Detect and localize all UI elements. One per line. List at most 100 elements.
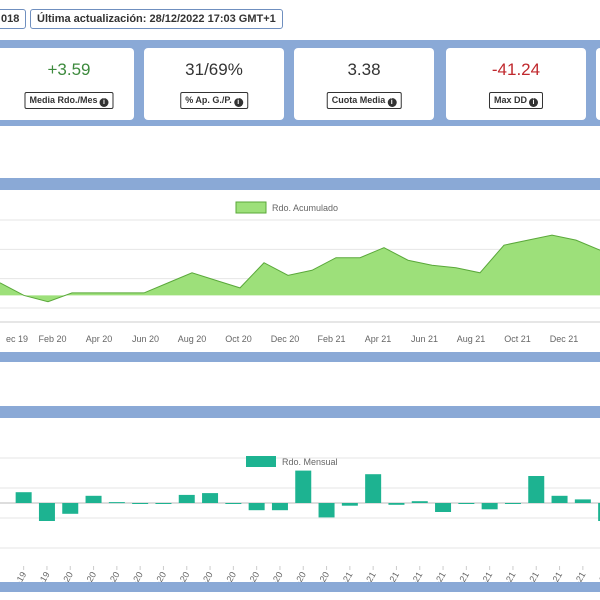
section-band — [0, 406, 600, 418]
kpi-label-text: % Ap. G./P. — [185, 95, 232, 105]
info-icon[interactable]: i — [387, 98, 397, 107]
bar — [132, 503, 149, 504]
section-band — [0, 352, 600, 362]
bar — [62, 503, 79, 514]
kpi-card-edge — [596, 48, 600, 120]
x-tick-label: Dec 20 — [271, 334, 300, 344]
legend-swatch — [246, 456, 276, 467]
x-tick-label: Dec 21 — [550, 334, 579, 344]
bar — [248, 503, 265, 511]
bar — [295, 470, 312, 503]
x-tick-label: Feb-21 — [355, 570, 378, 582]
legend: Rdo. Mensual — [246, 456, 338, 467]
x-tick-label: Sep-21 — [518, 570, 541, 582]
kpi-card-avg-odds: 3.38 Cuota Media i — [294, 48, 434, 120]
section-band — [0, 582, 600, 592]
kpi-value: 31/69% — [185, 60, 243, 79]
x-tick-label: Jan-20 — [53, 570, 75, 582]
bar — [481, 503, 498, 510]
bar — [155, 503, 172, 504]
bar — [225, 503, 242, 504]
x-tick-label: Jan-21 — [332, 570, 354, 582]
x-tick-label: Mar-21 — [378, 570, 401, 582]
bar — [318, 503, 335, 518]
kpi-card-max-dd: -41.24 Max DD i — [446, 48, 586, 120]
legend-label: Rdo. Acumulado — [272, 203, 338, 213]
bar — [458, 503, 475, 504]
bar — [598, 503, 600, 521]
bar — [108, 502, 125, 504]
bar — [551, 495, 568, 503]
bar — [85, 495, 102, 503]
x-tick-label: May-21 — [424, 570, 448, 582]
bar — [435, 503, 452, 512]
top-bar: 018 Última actualización: 28/12/2022 17:… — [0, 0, 600, 36]
x-tick-label: Dec-20 — [308, 570, 331, 582]
kpi-label-text: Media Rdo./Mes — [29, 95, 98, 105]
x-tick-label: Dec-19 — [29, 570, 52, 582]
cumulative-chart-panel: Rdo. Acumulado ec 19 Feb 20 Apr 20 Jun 20 Aug… — [0, 190, 600, 352]
info-icon[interactable]: i — [233, 98, 243, 107]
bar — [411, 501, 428, 503]
kpi-value: -41.24 — [491, 60, 541, 79]
bar — [178, 494, 195, 503]
x-tick-label: Jun 21 — [411, 334, 438, 344]
kpi-value: +3.59 — [47, 60, 91, 79]
x-tick-label: Sep-20 — [238, 570, 261, 582]
bar — [504, 503, 521, 504]
area-fill — [0, 235, 600, 302]
period-pill[interactable]: 018 — [0, 9, 27, 29]
x-tick-label: Dec-21 — [588, 570, 600, 582]
kpi-label-text: Max DD — [493, 95, 528, 105]
kpi-card-avg-result: +3.59 Media Rdo./Mes i — [4, 48, 134, 120]
cumulative-chart: Rdo. Acumulado ec 19 Feb 20 Apr 20 Jun 20 Aug… — [0, 201, 600, 344]
info-icon[interactable]: i — [529, 98, 539, 107]
kpi-card-win-loss: 31/69% % Ap. G./P. i — [144, 48, 284, 120]
x-tick-label: Apr 20 — [86, 334, 113, 344]
kpi-label[interactable]: % Ap. G./P. i — [180, 92, 248, 109]
area-line — [0, 234, 600, 303]
x-tick-label: Mar-20 — [99, 570, 122, 582]
x-tick-label: Apr-21 — [402, 570, 424, 582]
x-tick-label: Oct 20 — [225, 334, 252, 344]
x-tick-label: Jul-21 — [473, 570, 494, 582]
x-tick-label: Feb-20 — [75, 570, 98, 582]
bar — [202, 493, 219, 503]
legend-label: Rdo. Mensual — [282, 457, 338, 467]
x-tick-label: ec 19 — [6, 334, 28, 344]
last-update-pill: Última actualización: 28/12/2022 17:03 G… — [30, 9, 283, 29]
x-tick-label: Oct 21 — [504, 334, 531, 344]
x-tick-label: Aug-20 — [215, 570, 238, 582]
bar — [15, 492, 32, 503]
bar — [38, 503, 55, 521]
x-tick-label: Feb 20 — [38, 334, 66, 344]
x-tick-label: Nov-19 — [5, 570, 28, 582]
x-tick-label: Jun-20 — [169, 570, 191, 582]
x-tick-label: Jun 20 — [132, 334, 159, 344]
legend: Rdo. Acumulado — [235, 201, 338, 214]
bar — [574, 499, 591, 503]
monthly-chart-panel: Rdo. MensualNov-19Dec-19Jan-20Feb-20Mar-… — [0, 418, 600, 600]
kpi-row: +3.59 Media Rdo./Mes i 31/69% % Ap. G./P.… — [0, 40, 600, 126]
x-tick-label: Oct-21 — [542, 570, 564, 582]
kpi-label[interactable]: Max DD i — [488, 92, 544, 109]
kpi-label[interactable]: Cuota Media i — [326, 92, 402, 109]
x-tick-label: May-20 — [145, 570, 169, 582]
monthly-chart: Rdo. MensualNov-19Dec-19Jan-20Feb-20Mar-… — [0, 456, 600, 600]
x-tick-label: Nov-21 — [564, 570, 587, 582]
x-tick-label: Apr-20 — [123, 570, 145, 582]
bar — [365, 474, 382, 503]
info-icon[interactable]: i — [99, 98, 109, 107]
kpi-value: 3.38 — [347, 60, 381, 79]
kpi-label[interactable]: Media Rdo./Mes i — [24, 92, 114, 109]
x-tick-label: Jun-21 — [449, 570, 471, 582]
x-tick-label: Aug-21 — [495, 570, 518, 582]
section-band — [0, 178, 600, 190]
x-tick-label: Nov-20 — [285, 570, 308, 582]
x-tick-label: Jul-20 — [194, 570, 215, 582]
grid — [0, 457, 600, 549]
bar — [388, 503, 405, 505]
x-tick-label: Apr 21 — [365, 334, 392, 344]
x-tick-label: Aug 20 — [178, 334, 207, 344]
x-tick-label: Aug 21 — [457, 334, 486, 344]
